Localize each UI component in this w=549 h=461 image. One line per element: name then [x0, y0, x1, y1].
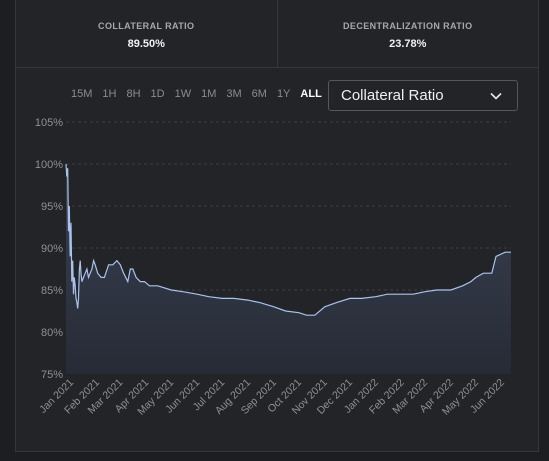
range-1m[interactable]: 1M [201, 88, 217, 100]
metric-select-value: Collateral Ratio [341, 87, 444, 104]
range-1w[interactable]: 1W [174, 88, 192, 100]
y-tick-label: 85% [41, 285, 63, 297]
collateral-ratio-stat: COLLATERAL RATIO 89.50% [16, 0, 277, 67]
range-1d[interactable]: 1D [150, 88, 165, 100]
range-1y[interactable]: 1Y [276, 88, 291, 100]
time-range-selector: 15M 1H 8H 1D 1W 1M 3M 6M 1Y ALL [71, 88, 332, 104]
decentralization-ratio-stat: DECENTRALIZATION RATIO 23.78% [276, 0, 539, 67]
range-all[interactable]: ALL [300, 88, 322, 100]
stats-bar: COLLATERAL RATIO 89.50% DECENTRALIZATION… [16, 0, 538, 68]
y-tick-label: 95% [41, 201, 63, 213]
chart-panel: COLLATERAL RATIO 89.50% DECENTRALIZATION… [15, 0, 539, 452]
series-line [65, 163, 511, 316]
range-6m[interactable]: 6M [251, 88, 267, 100]
range-8h[interactable]: 8H [126, 88, 141, 100]
stat-value: 89.50% [127, 38, 165, 50]
range-15m[interactable]: 15M [71, 88, 93, 100]
chevron-down-icon [490, 92, 502, 100]
range-3m[interactable]: 3M [226, 88, 242, 100]
metric-select[interactable]: Collateral Ratio [328, 80, 518, 111]
y-tick-label: 100% [35, 159, 63, 171]
y-tick-label: 80% [41, 327, 63, 339]
y-tick-label: 90% [41, 243, 63, 255]
stat-label: DECENTRALIZATION RATIO [343, 21, 473, 31]
area-fill [66, 164, 511, 374]
y-tick-label: 75% [41, 369, 63, 381]
stat-label: COLLATERAL RATIO [98, 21, 195, 31]
stat-value: 23.78% [389, 38, 427, 50]
range-1h[interactable]: 1H [102, 88, 117, 100]
y-tick-label: 105% [35, 117, 63, 129]
